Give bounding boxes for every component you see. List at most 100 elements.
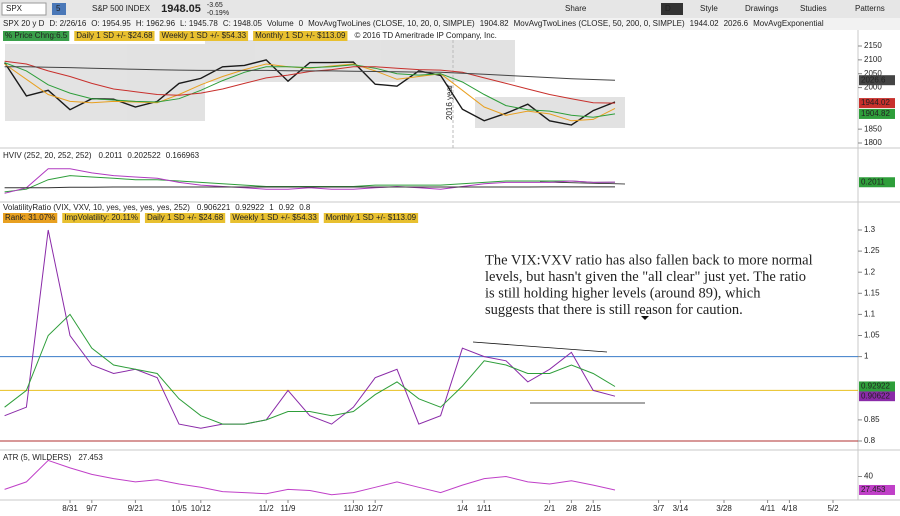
x-tick-label: 2/15	[585, 504, 601, 513]
value-tag-label: 1944.02	[861, 98, 890, 107]
series-line	[4, 63, 616, 122]
info-item: C: 1948.05	[223, 19, 263, 28]
level-value: 1	[269, 203, 274, 212]
toolbar-button[interactable]: Studies	[800, 4, 827, 13]
y-tick-label: 2000	[864, 83, 882, 92]
aggregation-box	[661, 3, 683, 15]
x-tick-label: 5/2	[827, 504, 839, 513]
study-label-bg	[323, 213, 419, 223]
x-tick-label: 12/7	[367, 504, 383, 513]
period: 5	[56, 4, 61, 13]
info-item: MovAvgTwoLines (CLOSE, 10, 20, 0, SIMPLE…	[308, 19, 475, 28]
study-label-bg	[62, 213, 140, 223]
value-tag	[859, 381, 895, 392]
series-line	[4, 59, 616, 126]
study-label: Weekly 1 SD +/- $54.33	[162, 31, 247, 40]
x-tick-label: 9/7	[86, 504, 98, 513]
info-item: 1904.82	[480, 19, 509, 28]
instrument-name: S&P 500 INDEX	[92, 4, 151, 13]
y-tick-label: 1.05	[864, 331, 880, 340]
x-tick-label: 3/7	[653, 504, 665, 513]
y-tick-label: 40	[864, 472, 873, 481]
change: -3.65	[207, 2, 223, 9]
study-title: VolatilityRatio (VIX, VXV, 10, yes, yes,…	[3, 203, 190, 212]
annotation-line: is still holding higher levels (around 8…	[485, 285, 761, 301]
value-tag-label: 0.2011	[861, 177, 885, 186]
x-tick-label: 10/12	[191, 504, 212, 513]
last-price: 1948.05	[161, 3, 201, 15]
toolbar-button[interactable]: Patterns	[855, 4, 885, 13]
series-line	[4, 60, 616, 104]
copyright: © 2016 TD Ameritrade IP Company, Inc.	[354, 31, 496, 40]
study-value: 0.92922	[235, 203, 264, 212]
study-value: 0.202522	[127, 151, 161, 160]
x-tick-label: 4/11	[760, 504, 776, 513]
period-box	[52, 3, 66, 15]
series-line	[4, 186, 615, 189]
x-tick-label: 3/28	[716, 504, 732, 513]
x-tick-label: 2/1	[544, 504, 556, 513]
value-tag	[859, 177, 895, 188]
year-marker: 2016 year	[445, 84, 454, 120]
study-value: 0.906221	[197, 203, 231, 212]
info-item: 0	[299, 19, 304, 28]
y-tick-label: 0.85	[864, 415, 880, 424]
series-line	[4, 168, 616, 194]
toolbar-button[interactable]: Drawings	[745, 4, 778, 13]
study-label: Daily 1 SD +/- $24.68	[147, 213, 224, 222]
annotation-line: suggests that there is still reason for …	[485, 302, 743, 318]
y-tick-label: 1850	[864, 124, 882, 133]
info-item: L: 1945.78	[180, 19, 218, 28]
x-tick-label: 3/14	[673, 504, 689, 513]
change-pct: -0.19%	[207, 10, 229, 17]
x-tick-label: 1/11	[477, 504, 493, 513]
info-item: MovAvgTwoLines (CLOSE, 50, 200, 0, SIMPL…	[514, 19, 685, 28]
study-title: ATR (5, WILDERS)	[3, 453, 72, 462]
info-item: 1944.02	[690, 19, 719, 28]
info-bar	[0, 18, 900, 30]
y-tick-label: 1.2	[864, 267, 876, 276]
value-tag	[859, 108, 895, 119]
study-label: Rank: 31.07%	[5, 213, 55, 222]
x-tick-label: 8/31	[62, 504, 78, 513]
study-value: 0.166963	[166, 151, 200, 160]
level-value: 0.92	[279, 203, 295, 212]
study-label-bg	[144, 213, 226, 223]
y-tick-label: 1	[864, 352, 869, 361]
study-label: Weekly 1 SD +/- $54.33	[232, 213, 317, 222]
annotation-line: The VIX:VXV ratio has also fallen back t…	[485, 252, 813, 268]
toolbar-button[interactable]: Share	[565, 4, 587, 13]
info-item: Volume	[267, 19, 294, 28]
value-tag	[859, 484, 895, 495]
y-tick-label: 0.8	[864, 436, 876, 445]
study-label: Monthly 1 SD +/- $113.09	[255, 31, 346, 40]
toolbar-button[interactable]: Style	[700, 4, 718, 13]
value-tag-label: 0.90622	[861, 391, 890, 400]
study-label: Monthly 1 SD +/- $113.09	[326, 213, 417, 222]
annotation-line: levels, but hasn't given the "all clear"…	[485, 269, 806, 285]
y-tick-label: 2150	[864, 41, 882, 50]
toolbar-button[interactable]: D	[665, 4, 671, 13]
value-tag-label: 27.453	[861, 485, 886, 494]
panel-borders	[0, 30, 900, 501]
y-tick-label: 1.3	[864, 225, 876, 234]
study-label-bg	[3, 213, 58, 223]
x-tick-label: 11/30	[344, 504, 364, 513]
study-label-bg	[159, 31, 249, 41]
study-label-bg	[253, 31, 348, 41]
x-tick-label: 9/21	[128, 504, 144, 513]
x-tick-label: 2/8	[566, 504, 578, 513]
info-item: O: 1954.95	[91, 19, 131, 28]
info-item: D: 2/26/16	[49, 19, 86, 28]
study-label-bg	[3, 31, 70, 41]
info-item: SPX 20 y D	[3, 19, 45, 28]
x-tick-label: 1/4	[457, 504, 469, 513]
info-item: MovAvgExponential	[753, 19, 824, 28]
symbol-box[interactable]	[1, 2, 47, 16]
x-tick-label: 11/9	[281, 504, 297, 513]
study-label-bg	[230, 213, 319, 223]
study-value: 27.453	[78, 453, 103, 462]
value-tag	[859, 98, 895, 109]
series-line	[4, 313, 616, 425]
